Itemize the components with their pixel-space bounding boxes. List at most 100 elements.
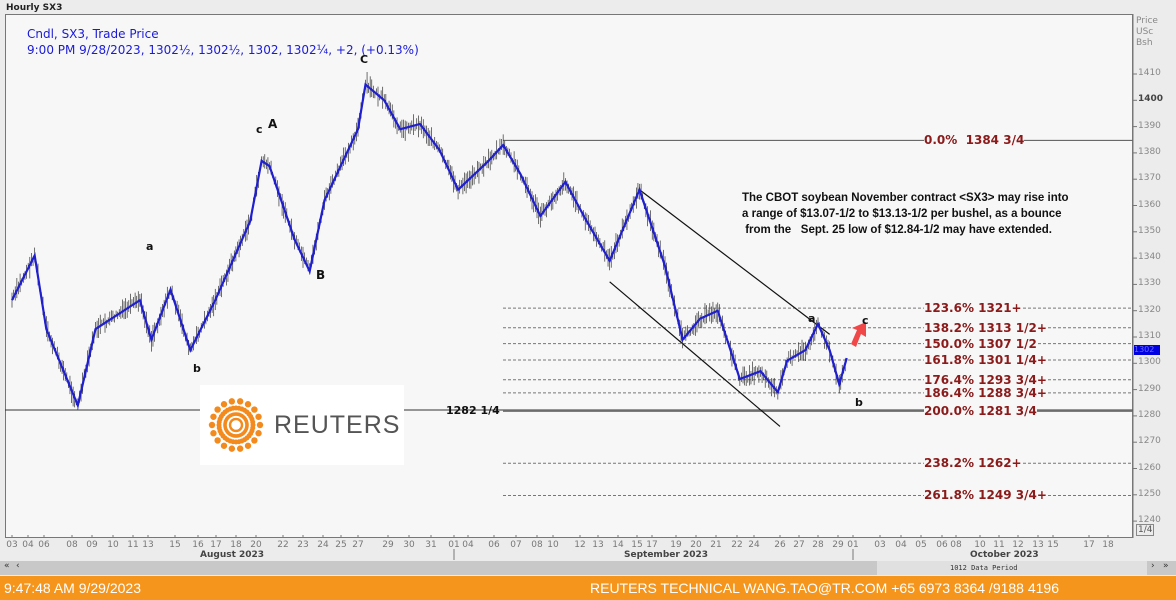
wave-label-c: c — [256, 123, 263, 136]
price-axis-unit: Price USc Bsh — [1136, 16, 1158, 49]
x-tick-label: 27 — [793, 540, 805, 550]
unit-price: Price — [1136, 16, 1158, 26]
fib-label: 138.2% 1313 1/2+ — [924, 320, 1047, 335]
legend-series: Cndl, SX3, Trade Price — [27, 27, 159, 41]
x-tick-label: 11 — [127, 540, 139, 550]
x-tick-label: 03 — [874, 540, 886, 550]
wave-label-c2: c — [862, 314, 869, 327]
x-tick-label: 10 — [547, 540, 559, 550]
x-tick-label: 29 — [832, 540, 844, 550]
reuters-dots-icon — [208, 398, 264, 452]
x-tick-label: 13 — [592, 540, 604, 550]
fib-label: 176.4% 1293 3/4+ — [924, 372, 1047, 387]
y-tick-label: 1340 — [1138, 252, 1161, 263]
x-tick-label: 04 — [895, 540, 907, 550]
y-tick-label: 1390 — [1138, 120, 1161, 131]
y-tick-label: 1310 — [1138, 331, 1161, 341]
x-tick-label: 04 — [22, 540, 34, 550]
y-tick-label: 1400 — [1138, 94, 1164, 105]
fib-label: 161.8% 1301 1/4+ — [924, 353, 1047, 367]
wave-label-B: B — [316, 268, 326, 282]
x-tick-label: 15 — [631, 540, 643, 550]
scroll-first-button[interactable]: « — [4, 561, 10, 571]
x-tick-label: 16 — [192, 540, 204, 550]
unit-bushel: Bsh — [1136, 38, 1153, 48]
fib-label: 200.0% 1281 3/4 — [924, 404, 1037, 419]
x-tick-label: 18 — [1102, 540, 1114, 550]
x-tick-label: 31 — [425, 540, 437, 550]
x-tick-label: 14 — [612, 540, 624, 550]
y-tick-label: 1250 — [1138, 488, 1161, 499]
x-tick-label: 30 — [403, 540, 415, 550]
scroll-last-button[interactable]: » — [1163, 561, 1169, 571]
y-tick-label: 1320 — [1138, 304, 1161, 315]
x-tick-label: 13 — [142, 540, 154, 550]
scroll-prev-button[interactable]: ‹ — [16, 561, 20, 571]
y-tick-label: 1260 — [1138, 462, 1161, 473]
x-tick-label: 12 — [1012, 540, 1024, 550]
x-tick-label: 29 — [382, 540, 394, 550]
y-tick-label: 1300 — [1138, 357, 1161, 368]
x-tick-label: 06 — [488, 540, 500, 550]
x-tick-label: 24 — [317, 540, 329, 550]
y-tick-label: 1380 — [1138, 146, 1161, 157]
channel-line-0 — [639, 189, 831, 335]
wave-label-A: A — [268, 117, 278, 131]
wave-label-b: b — [193, 362, 201, 375]
x-tick-label: 06 — [936, 540, 948, 550]
x-tick-label: 25 — [335, 540, 347, 550]
month-label-sep: September 2023 — [624, 550, 708, 560]
support-line-label: 1282 1/4 — [446, 404, 500, 417]
window-title: Hourly SX3 — [6, 3, 63, 13]
x-tick-label: 05 — [915, 540, 927, 550]
x-tick-label: 20 — [690, 540, 702, 550]
footer-contact: REUTERS TECHNICAL WANG.TAO@TR.COM +65 69… — [590, 580, 1059, 596]
wave-label-b2: b — [855, 396, 863, 409]
x-tick-label: 07 — [510, 540, 522, 550]
y-tick-label: 1410 — [1138, 68, 1161, 78]
x-tick-label: 10 — [974, 540, 986, 550]
y-tick-label: 1360 — [1138, 199, 1161, 210]
scroll-thumb[interactable]: 1012 Data Period — [877, 561, 1147, 575]
x-tick-label: 01 — [448, 540, 460, 550]
fib-label: 150.0% 1307 1/2 — [924, 336, 1037, 351]
y-tick-label: 1240 — [1138, 515, 1161, 526]
unit-currency: USc — [1136, 27, 1154, 37]
wave-label-a: a — [146, 240, 154, 253]
x-tick-label: 15 — [169, 540, 181, 550]
fraction-button[interactable]: 1/4 — [1136, 524, 1155, 536]
x-tick-label: 28 — [812, 540, 824, 550]
x-tick-label: 15 — [1047, 540, 1059, 550]
x-tick-label: 20 — [250, 540, 262, 550]
x-tick-label: 17 — [1083, 540, 1095, 550]
y-tick-label: 1290 — [1138, 383, 1161, 394]
x-tick-label: 24 — [748, 540, 760, 550]
chart-plot-area[interactable] — [5, 14, 1133, 538]
x-tick-label: 23 — [297, 540, 309, 550]
fib-label: 123.6% 1321+ — [924, 301, 1022, 316]
x-tick-label: 08 — [531, 540, 543, 550]
fib-label: 238.2% 1262+ — [924, 456, 1022, 471]
footer-bar: 9:47:48 AM 9/29/2023 REUTERS TECHNICAL W… — [0, 576, 1176, 600]
scroll-next-button[interactable]: › — [1151, 561, 1155, 571]
wave-label-a2: a — [808, 312, 816, 325]
y-tick-label: 1370 — [1138, 173, 1161, 184]
fib-label: 0.0% 1384 3/4 — [924, 133, 1025, 148]
fib-label: 261.8% 1249 3/4+ — [924, 488, 1047, 503]
x-tick-label: 21 — [710, 540, 722, 550]
x-tick-label: 19 — [670, 540, 682, 550]
x-tick-label: 22 — [731, 540, 743, 550]
x-tick-label: 01 — [847, 540, 859, 550]
x-tick-label: 08 — [66, 540, 78, 550]
price-series-line — [11, 82, 848, 409]
channel-line-1 — [609, 281, 781, 427]
data-period-label: 1012 Data Period — [950, 564, 1018, 572]
wave-label-C: C — [360, 53, 369, 66]
x-tick-label: 06 — [38, 540, 50, 550]
x-tick-label: 13 — [1032, 540, 1044, 550]
x-tick-label: 26 — [774, 540, 786, 550]
y-tick-label: 1330 — [1138, 278, 1161, 289]
month-label-oct: October 2023 — [970, 550, 1039, 560]
time-scrollbar[interactable]: « ‹ 1012 Data Period › » — [0, 561, 1176, 575]
y-tick-label: 1280 — [1138, 409, 1161, 420]
